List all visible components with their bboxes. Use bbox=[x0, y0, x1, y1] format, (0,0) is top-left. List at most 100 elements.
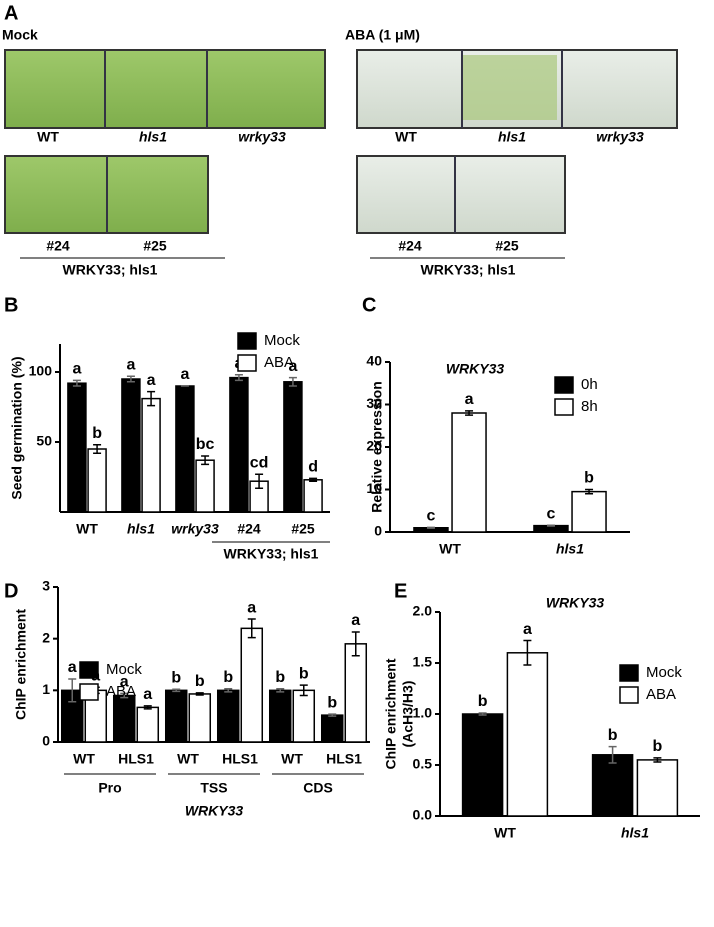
y-tick-label: 0.0 bbox=[413, 807, 433, 823]
y-tick-label: 0 bbox=[374, 523, 382, 539]
significance-label: a bbox=[68, 659, 77, 676]
significance-label: a bbox=[351, 612, 360, 629]
x-axis-label: WRKY33 bbox=[185, 803, 244, 819]
error-bar bbox=[465, 410, 474, 416]
significance-label: cd bbox=[250, 454, 269, 471]
legend-label: Mock bbox=[646, 664, 682, 681]
legend-label: ABA bbox=[646, 686, 676, 703]
error-bar bbox=[255, 473, 264, 489]
significance-label: a bbox=[247, 599, 256, 616]
significance-label: b bbox=[92, 425, 102, 442]
legend-swatch bbox=[554, 398, 574, 416]
legend-swatch bbox=[619, 664, 639, 682]
photo-label: WT bbox=[37, 129, 59, 145]
significance-label: b bbox=[299, 665, 309, 682]
y-tick-label: 0.5 bbox=[413, 756, 433, 772]
legend-label: Mock bbox=[264, 332, 300, 349]
legend-swatch bbox=[79, 661, 99, 679]
bar bbox=[506, 652, 549, 817]
significance-label: a bbox=[72, 361, 81, 378]
x-tick-label: WT bbox=[494, 825, 516, 841]
error-bar bbox=[224, 688, 233, 693]
group-label: WRKY33; hls1 bbox=[224, 546, 319, 562]
error-bar bbox=[247, 618, 256, 639]
photo-label: #24 bbox=[46, 238, 70, 254]
x-tick-label: hls1 bbox=[127, 521, 155, 537]
legend-swatch bbox=[237, 332, 257, 350]
panel-letter: C bbox=[362, 294, 376, 316]
bar bbox=[636, 759, 679, 817]
significance-label: a bbox=[523, 621, 532, 638]
chart-title: WRKY33 bbox=[546, 595, 605, 611]
y-tick-label: 1.5 bbox=[413, 654, 433, 670]
significance-label: a bbox=[147, 372, 156, 389]
significance-label: b bbox=[584, 470, 594, 487]
significance-label: a bbox=[120, 674, 129, 691]
error-bar bbox=[126, 375, 135, 383]
significance-label: b bbox=[223, 669, 233, 686]
x-tick-label: WT bbox=[76, 521, 98, 537]
photo-label: hls1 bbox=[139, 129, 167, 145]
legend-swatch bbox=[237, 354, 257, 372]
y-tick-label: 1.0 bbox=[413, 705, 433, 721]
photo-label: #25 bbox=[495, 238, 519, 254]
legend-label: ABA bbox=[106, 683, 136, 700]
x-tick-label: wrky33 bbox=[171, 521, 219, 537]
significance-label: b bbox=[327, 694, 337, 711]
significance-label: c bbox=[547, 505, 556, 522]
bar bbox=[591, 754, 634, 817]
chart-title: WRKY33 bbox=[446, 361, 505, 377]
legend-label: 8h bbox=[581, 398, 598, 415]
bar bbox=[112, 694, 136, 743]
group-label: TSS bbox=[200, 780, 227, 796]
error-bar bbox=[288, 376, 297, 387]
group-label: Pro bbox=[98, 780, 121, 796]
bar bbox=[268, 689, 292, 743]
x-tick-label: #24 bbox=[237, 521, 261, 537]
photo-label: wrky33 bbox=[238, 129, 286, 145]
significance-label: bc bbox=[196, 436, 215, 453]
photo-label: hls1 bbox=[498, 129, 526, 145]
error-bar bbox=[234, 374, 243, 382]
x-tick-label: HLS1 bbox=[118, 751, 154, 767]
y-tick-label: 20 bbox=[366, 438, 382, 454]
bar bbox=[451, 412, 487, 533]
y-tick-label: 40 bbox=[366, 353, 382, 369]
significance-label: a bbox=[143, 686, 152, 703]
bar bbox=[344, 643, 368, 743]
panel-letter: A bbox=[4, 2, 18, 24]
error-bar bbox=[309, 477, 318, 482]
error-bar bbox=[201, 455, 210, 466]
error-bar bbox=[608, 745, 617, 764]
legend-swatch bbox=[79, 683, 99, 701]
photo bbox=[4, 49, 678, 234]
photo-label: WT bbox=[395, 129, 417, 145]
error-bar bbox=[299, 684, 308, 697]
error-bar bbox=[478, 712, 487, 716]
y-tick-label: 30 bbox=[366, 395, 382, 411]
error-bar bbox=[653, 757, 662, 763]
x-tick-label: HLS1 bbox=[222, 751, 258, 767]
y-tick-label: 50 bbox=[36, 433, 52, 449]
bar bbox=[229, 376, 249, 513]
error-bar bbox=[351, 631, 360, 657]
y-tick-label: 2 bbox=[42, 629, 50, 645]
y-axis-label: (AcH3/H3) bbox=[400, 681, 416, 748]
legend-label: Mock bbox=[106, 661, 142, 678]
panel-letter: B bbox=[4, 294, 18, 316]
bar bbox=[87, 448, 107, 513]
bar bbox=[240, 627, 264, 743]
y-axis-label: Seed germination (%) bbox=[9, 356, 25, 499]
significance-label: d bbox=[308, 459, 318, 476]
y-tick-label: 1 bbox=[42, 681, 50, 697]
x-tick-label: WT bbox=[281, 751, 303, 767]
y-tick-label: 10 bbox=[366, 480, 382, 496]
error-bar bbox=[426, 526, 435, 529]
x-tick-label: hls1 bbox=[621, 825, 649, 841]
bar bbox=[136, 706, 160, 743]
panel-letter: E bbox=[394, 580, 407, 602]
bar bbox=[571, 490, 607, 533]
photo-label: wrky33 bbox=[596, 129, 644, 145]
panel-title: ABA (1 μM) bbox=[345, 27, 420, 43]
